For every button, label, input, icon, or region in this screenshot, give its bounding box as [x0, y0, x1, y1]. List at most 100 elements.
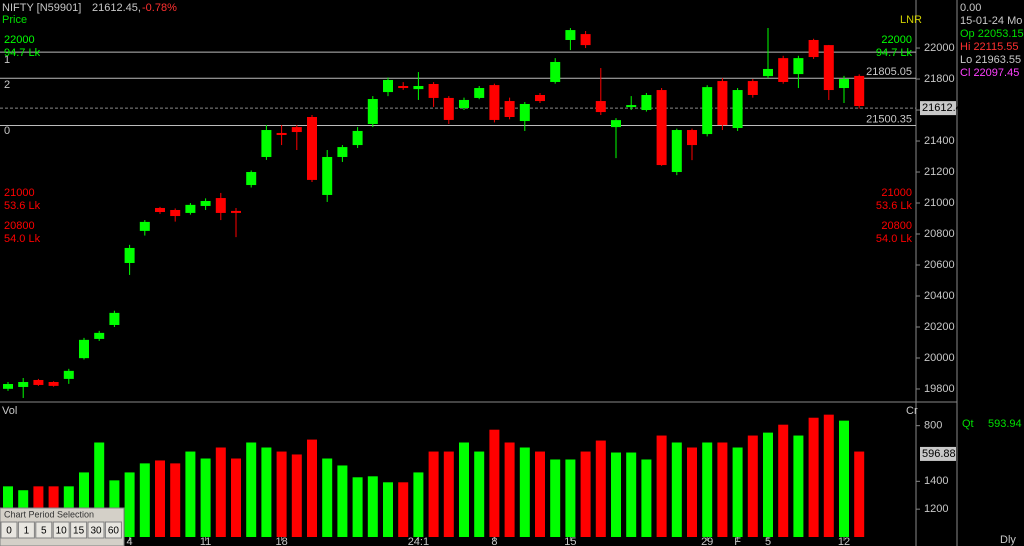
- marker-price: 22000: [4, 34, 35, 46]
- y-tick-label: 20200: [924, 321, 955, 333]
- volume-bar: [94, 442, 105, 537]
- volume-bar: [580, 451, 591, 537]
- candle-body: [18, 382, 29, 387]
- marker-volume: 54.0 Lk: [4, 233, 41, 245]
- volume-bar: [504, 442, 515, 537]
- candle-body: [79, 339, 89, 359]
- candle-body: [63, 370, 74, 379]
- volume-bar: [215, 447, 226, 537]
- period-button[interactable]: [70, 521, 88, 539]
- x-tick-label: F: [734, 536, 741, 546]
- x-tick-label: 12: [838, 536, 850, 546]
- last-box: [920, 446, 956, 461]
- volume-bar: [535, 451, 545, 537]
- candle-body: [656, 90, 667, 166]
- volume-bar: [459, 442, 469, 537]
- candle-body: [48, 382, 59, 386]
- y-tick-label: 20800: [924, 228, 955, 240]
- candle-body: [595, 101, 606, 113]
- x-tick-label: 15: [564, 536, 576, 546]
- pane-marker: 2: [4, 79, 10, 91]
- y-tick-label: 1200: [924, 503, 948, 515]
- candle-body: [519, 103, 530, 122]
- volume-bar: [367, 476, 378, 537]
- period-button[interactable]: [87, 521, 105, 539]
- y-tick-label: 21000: [924, 197, 955, 209]
- lnr: LNR: [900, 14, 922, 26]
- volume-bar: [337, 465, 348, 537]
- pane-title: Price: [2, 14, 27, 26]
- candle-body: [443, 97, 454, 120]
- candle-body: [671, 130, 682, 173]
- volume-bar: [398, 482, 409, 537]
- candle-body: [717, 81, 728, 126]
- candle-body: [94, 332, 105, 339]
- candle-body: [367, 99, 378, 124]
- period-button-label[interactable]: 0: [6, 526, 12, 537]
- marker-price: 20800: [881, 220, 912, 232]
- marker-volume: 54.0 Lk: [876, 233, 913, 245]
- candle-body: [550, 61, 561, 82]
- volume-bar: [139, 463, 150, 537]
- dly: Dly: [1000, 534, 1016, 546]
- marker-price: 20800: [4, 220, 35, 232]
- volume-bar: [200, 458, 211, 537]
- candle-body: [611, 120, 621, 128]
- candle-body: [687, 130, 697, 146]
- y-tick-label: 20000: [924, 352, 955, 364]
- candle-body: [428, 83, 439, 98]
- volume-bar: [276, 451, 287, 537]
- volume-title: Vol: [2, 405, 17, 417]
- volume-bar: [231, 458, 241, 537]
- x-tick-label: 18: [275, 536, 287, 546]
- candle-body: [474, 88, 485, 98]
- candle-body: [231, 210, 241, 213]
- candle-body: [155, 207, 165, 213]
- candle-body: [702, 87, 713, 135]
- last-label: 21612.4: [922, 102, 962, 114]
- volume-bar: [732, 447, 743, 537]
- period-button-label[interactable]: 60: [108, 526, 120, 537]
- volume-bar: [322, 458, 333, 537]
- period-button[interactable]: [35, 521, 53, 539]
- candle-body: [808, 39, 819, 58]
- period-button-label[interactable]: 5: [41, 526, 47, 537]
- info-high: Hi 22115.55: [960, 41, 1019, 53]
- volume-bar: [793, 435, 804, 537]
- candle-body: [626, 105, 637, 108]
- volume-bar: [550, 459, 561, 537]
- volume-bar: [519, 447, 530, 537]
- marker-price: 21000: [4, 187, 35, 199]
- period-button[interactable]: [52, 521, 70, 539]
- period-button[interactable]: [17, 521, 35, 539]
- y-tick-label: 21400: [924, 135, 955, 147]
- x-tick-label: 11: [200, 536, 211, 546]
- volume-axis-label: Cr: [906, 405, 918, 417]
- marker-price: 21000: [881, 187, 912, 199]
- candle-body: [823, 45, 834, 91]
- volume-bar: [246, 442, 257, 537]
- period-button-label[interactable]: 1: [24, 526, 30, 537]
- y-tick-label: 21200: [924, 166, 955, 178]
- candle-body: [215, 198, 226, 213]
- volume-bar: [641, 459, 652, 537]
- volume-bar: [383, 482, 393, 537]
- volume-bar: [763, 432, 773, 537]
- period-button[interactable]: [104, 521, 122, 539]
- period-button[interactable]: [0, 521, 18, 539]
- candle-body: [398, 86, 409, 89]
- volume-bar: [443, 451, 454, 537]
- candle-body: [246, 172, 257, 186]
- period-button-label[interactable]: 15: [73, 526, 85, 537]
- last-label: 596.88: [922, 448, 956, 460]
- period-button-label[interactable]: 10: [56, 526, 68, 537]
- candle-body: [580, 34, 591, 46]
- marker-volume: 94.7 Lk: [876, 47, 913, 59]
- period-button-label[interactable]: 30: [90, 526, 102, 537]
- volume-bar: [474, 451, 485, 537]
- marker-volume: 53.6 Lk: [876, 200, 913, 212]
- candle-body: [489, 85, 500, 120]
- candle-body: [261, 130, 272, 157]
- volume-bar: [413, 472, 424, 537]
